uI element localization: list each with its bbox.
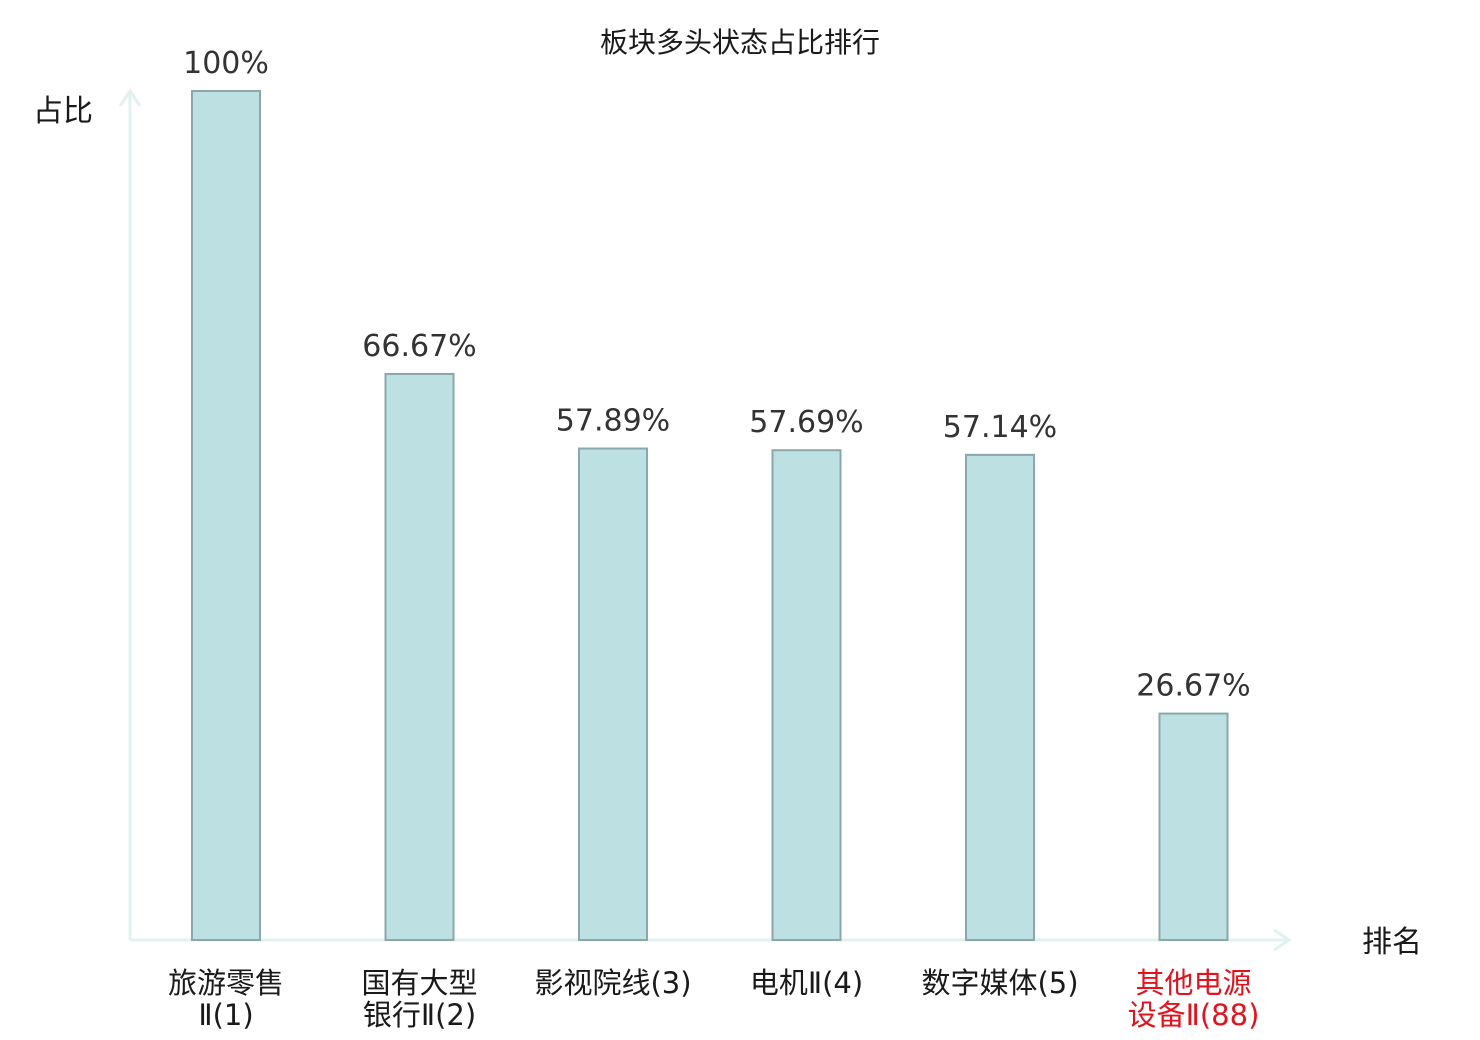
value-label-3: 57.89%: [556, 404, 670, 439]
category-label-3: 影视院线(3): [534, 966, 691, 1000]
category-label-line: 国有大型: [361, 966, 477, 1000]
category-label-2: 国有大型银行Ⅱ(2): [361, 966, 477, 1032]
category-labels-group: 旅游零售 Ⅱ(1) 国有大型银行Ⅱ(2) 影视院线(3) 电机Ⅱ(4) 数字媒体(5) 其他…: [168, 966, 1259, 1032]
category-label-line: 数字媒体(5): [921, 966, 1078, 1000]
category-label-line: Ⅱ(1): [198, 998, 253, 1032]
category-label-1: 旅游零售 Ⅱ(1): [168, 966, 284, 1032]
bars-group: [191, 90, 1229, 942]
category-label-line: 银行Ⅱ(2): [363, 998, 476, 1032]
bar-6: [1158, 712, 1229, 942]
value-label-6: 26.67%: [1136, 669, 1250, 704]
y-axis: [118, 88, 142, 940]
y-axis-label: 占比: [33, 94, 93, 129]
value-label-2: 66.67%: [362, 329, 476, 364]
category-label-4: 电机Ⅱ(4): [750, 966, 863, 1000]
category-label-line: 旅游零售: [168, 966, 284, 1000]
category-label-line: 电机Ⅱ(4): [750, 966, 863, 1000]
category-label-5: 数字媒体(5): [921, 966, 1078, 1000]
value-label-5: 57.14%: [943, 410, 1057, 445]
value-labels-group: 100% 66.67% 57.89% 57.69% 57.14% 26.67%: [183, 46, 1251, 704]
x-axis-label: 排名: [1362, 925, 1422, 960]
category-label-line: 其他电源: [1135, 966, 1251, 1000]
value-label-1: 100%: [183, 46, 269, 81]
category-label-6: 其他电源设备Ⅱ(88): [1128, 966, 1260, 1032]
bar-3: [578, 447, 648, 941]
bar-5: [965, 453, 1035, 941]
chart-title: 板块多头状态占比排行: [600, 26, 880, 59]
category-label-line: 设备Ⅱ(88): [1128, 998, 1260, 1032]
bar-2: [384, 372, 455, 942]
bar-4: [771, 449, 842, 941]
value-label-4: 57.69%: [749, 405, 863, 440]
bar-1: [191, 90, 261, 941]
x-axis: [130, 928, 1292, 952]
category-label-line: 影视院线(3): [534, 966, 691, 1000]
